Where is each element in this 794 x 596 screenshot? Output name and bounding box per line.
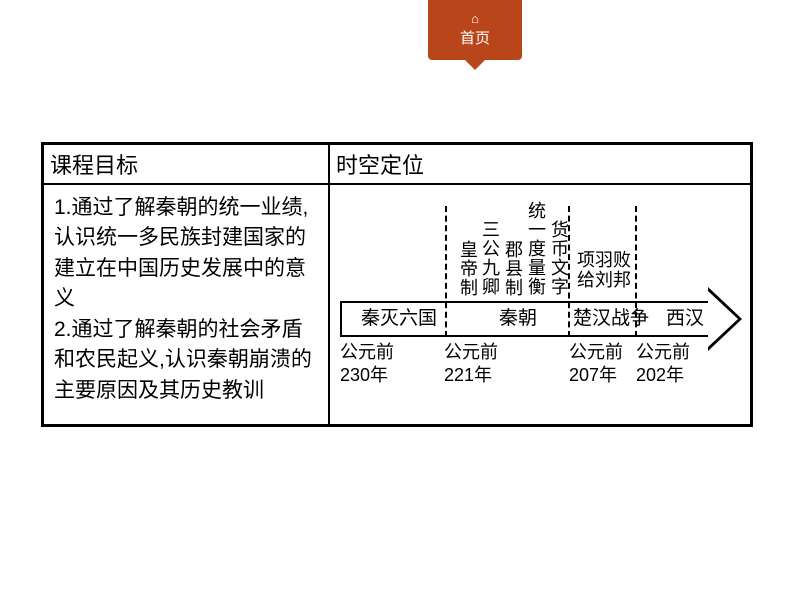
table-header-row: 课程目标 时空定位 <box>44 145 750 185</box>
timeline-event-vertical: 皇帝制 <box>459 241 479 298</box>
timeline-arrow-head <box>708 287 742 351</box>
header-objectives: 课程目标 <box>44 145 330 183</box>
home-tab[interactable]: ⌂ 首页 <box>428 0 522 60</box>
table-body-row: 1.通过了解秦朝的统一业绩,认识统一多民族封建国家的建立在中国历史发展中的意义2… <box>44 185 750 424</box>
timeline-period: 秦灭六国 <box>354 305 444 333</box>
timeline-date: 公元前207年 <box>569 341 623 386</box>
timeline-event-vertical: 郡县制 <box>504 241 524 298</box>
objectives-text: 1.通过了解秦朝的统一业绩,认识统一多民族封建国家的建立在中国历史发展中的意义2… <box>44 185 330 424</box>
timeline-date: 公元前221年 <box>444 341 498 386</box>
timeline-event-vertical: 三公九卿 <box>481 221 501 297</box>
timeline-period: 秦朝 <box>488 305 548 333</box>
timeline-event-vertical: 货币文字 <box>550 221 570 297</box>
home-notch <box>465 60 485 70</box>
timeline: 秦灭六国 秦朝楚汉战争西汉公元前230年 公元前221年 公元前207年公元前202年… <box>340 185 744 424</box>
timeline-event-horizontal: 项羽败给刘邦 <box>577 251 631 291</box>
timeline-period: 楚汉战争 <box>571 305 651 333</box>
course-table: 课程目标 时空定位 1.通过了解秦朝的统一业绩,认识统一多民族封建国家的建立在中… <box>41 142 753 427</box>
timeline-cell: 秦灭六国 秦朝楚汉战争西汉公元前230年 公元前221年 公元前207年公元前202年… <box>330 185 750 424</box>
timeline-divider <box>445 206 447 337</box>
home-icon: ⌂ <box>471 12 479 25</box>
header-timeline: 时空定位 <box>330 145 750 183</box>
timeline-period: 西汉 <box>662 305 708 333</box>
timeline-date: 公元前202年 <box>636 341 690 386</box>
timeline-event-vertical: 统一度量衡 <box>527 202 547 296</box>
timeline-date: 公元前230年 <box>340 341 394 386</box>
home-label: 首页 <box>460 27 490 48</box>
